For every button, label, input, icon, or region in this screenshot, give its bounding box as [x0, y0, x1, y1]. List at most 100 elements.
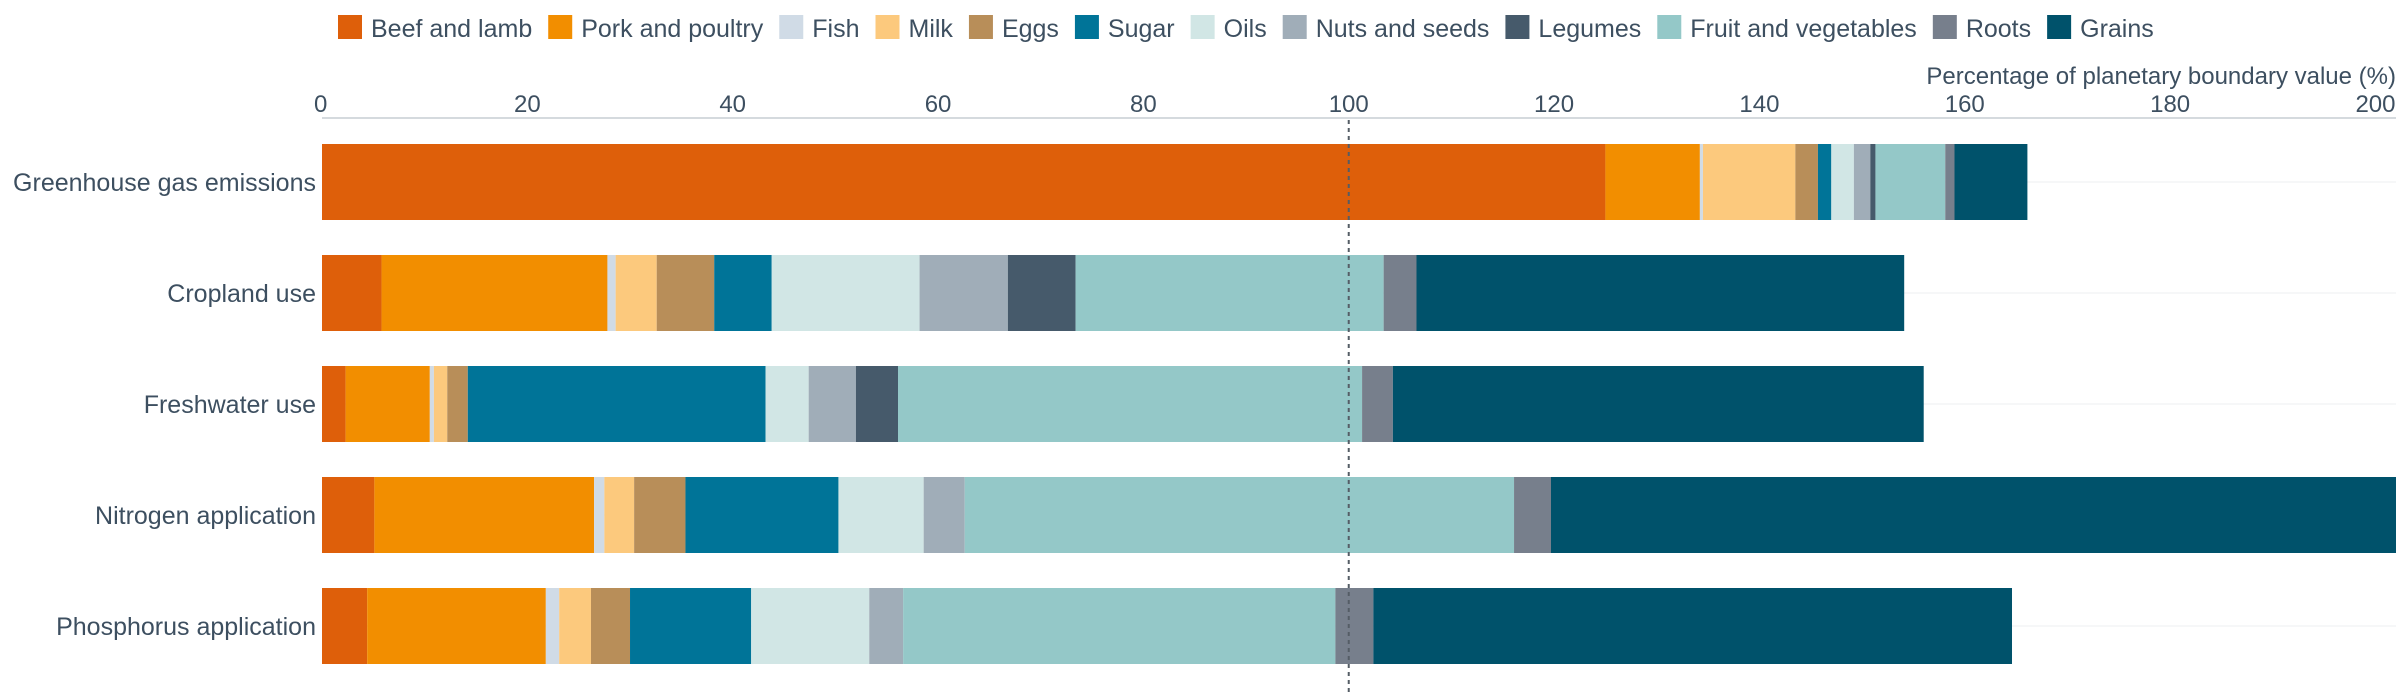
legend: Beef and lamb Pork and poultry Fish Milk Egg…: [338, 15, 2154, 43]
legend-swatch-oils: [1190, 15, 1215, 39]
legend-label: Beef and lamb: [371, 15, 532, 43]
bar-segment-eggs: [656, 255, 715, 331]
bar-segment-fruit-and-vegetables: [1875, 144, 1946, 220]
x-tick-label: 200: [2355, 91, 2395, 118]
legend-item-sugar: Sugar: [1074, 15, 1175, 43]
legend-swatch-fish: [779, 15, 804, 39]
category-label: Nitrogen application: [95, 502, 316, 530]
bar-segment-fruit-and-vegetables: [903, 588, 1336, 664]
bar-segment-oils: [838, 477, 924, 553]
x-tick-label: 0: [314, 91, 327, 118]
bar-segment-oils: [765, 366, 809, 442]
bar-segment-pork-and-poultry: [381, 255, 608, 331]
bar-segment-nuts-and-seeds: [869, 588, 904, 664]
bar-segment-oils: [1831, 144, 1854, 220]
bar-segment-pork-and-poultry: [345, 366, 430, 442]
x-tick-label: 60: [925, 91, 952, 118]
legend-label: Legumes: [1538, 15, 1641, 43]
bar-segment-grains: [1954, 144, 2028, 220]
bar-segment-eggs: [447, 366, 468, 442]
bar-segment-roots: [1945, 144, 1955, 220]
bar-segment-milk: [604, 477, 635, 553]
bar-segment-fruit-and-vegetables: [897, 366, 1363, 442]
legend-label: Grains: [2080, 15, 2154, 43]
legend-label: Sugar: [1108, 15, 1175, 43]
legend-item-fish: Fish: [779, 15, 860, 43]
x-tick-label: 100: [1329, 91, 1369, 118]
bars: [322, 144, 2396, 664]
legend-item-milk: Milk: [875, 15, 954, 43]
legend-swatch-pork-and-poultry: [548, 15, 573, 39]
legend-swatch-nuts-and-seeds: [1282, 15, 1307, 39]
bar-segment-beef-and-lamb: [322, 255, 382, 331]
bar-segment-grains: [1373, 588, 2013, 664]
category-label: Freshwater use: [144, 391, 316, 419]
bar-segment-beef-and-lamb: [322, 144, 1606, 220]
legend-swatch-eggs: [968, 15, 993, 39]
bar-segment-milk: [615, 255, 657, 331]
legend-item-nuts-and-seeds: Nuts and seeds: [1282, 15, 1490, 43]
x-tick-label: 160: [1945, 91, 1985, 118]
x-tick-label: 40: [719, 91, 746, 118]
bar-row-phosphorus-application: [322, 588, 2013, 664]
category-label: Phosphorus application: [56, 613, 316, 641]
legend-label: Fish: [812, 15, 859, 43]
bar-segment-nuts-and-seeds: [1853, 144, 1871, 220]
bar-row-freshwater-use: [322, 366, 1924, 442]
x-axis-ticks: 0 20 40 60 80 100 120 140 160 180 200: [314, 91, 2395, 118]
legend-item-grains: Grains: [2047, 15, 2154, 43]
bar-segment-nuts-and-seeds: [923, 477, 965, 553]
bar-segment-roots: [1362, 366, 1393, 442]
bar-segment-pork-and-poultry: [367, 588, 546, 664]
bar-row-greenhouse-gas-emissions: [322, 144, 2028, 220]
bar-segment-sugar: [714, 255, 772, 331]
bar-segment-nuts-and-seeds: [808, 366, 856, 442]
bar-segment-grains: [1550, 477, 2396, 553]
bar-segment-fish: [429, 366, 434, 442]
x-tick-label: 180: [2150, 91, 2190, 118]
x-tick-label: 80: [1130, 91, 1157, 118]
legend-item-beef-and-lamb: Beef and lamb: [338, 15, 532, 43]
legend-swatch-beef-and-lamb: [338, 15, 362, 39]
legend-item-fruit-and-vegetables: Fruit and vegetables: [1657, 15, 1917, 43]
x-tick-label: 20: [514, 91, 541, 118]
bar-segment-sugar: [467, 366, 766, 442]
legend-item-oils: Oils: [1190, 15, 1267, 43]
bar-segment-beef-and-lamb: [322, 477, 375, 553]
category-label: Greenhouse gas emissions: [13, 169, 316, 197]
bar-segment-milk: [1702, 144, 1796, 220]
bar-segment-sugar: [630, 588, 752, 664]
legend-label: Fruit and vegetables: [1690, 15, 1917, 43]
bar-segment-legumes: [1870, 144, 1876, 220]
bar-segment-roots: [1514, 477, 1551, 553]
legend-swatch-roots: [1932, 15, 1957, 39]
bar-segment-sugar: [685, 477, 839, 553]
bar-segment-legumes: [855, 366, 898, 442]
legend-item-legumes: Legumes: [1505, 15, 1641, 43]
bar-segment-grains: [1392, 366, 1924, 442]
bar-segment-eggs: [591, 588, 631, 664]
bar-segment-milk: [559, 588, 592, 664]
x-axis-title: Percentage of planetary boundary value (…: [1926, 63, 2396, 90]
legend-label: Nuts and seeds: [1316, 15, 1490, 43]
bar-segment-fish: [1699, 144, 1703, 220]
bar-segment-beef-and-lamb: [322, 588, 368, 664]
legend-item-pork-and-poultry: Pork and poultry: [548, 15, 764, 43]
bar-segment-beef-and-lamb: [322, 366, 346, 442]
bar-segment-milk: [433, 366, 448, 442]
legend-swatch-fruit-and-vegetables: [1657, 15, 1682, 39]
bar-segment-oils: [751, 588, 870, 664]
category-label: Cropland use: [167, 280, 316, 308]
legend-label: Milk: [909, 15, 954, 43]
bar-segment-grains: [1416, 255, 1905, 331]
bar-segment-pork-and-poultry: [1605, 144, 1700, 220]
legend-item-eggs: Eggs: [968, 15, 1059, 43]
bar-segment-eggs: [1795, 144, 1818, 220]
legend-label: Pork and poultry: [581, 15, 764, 43]
legend-swatch-sugar: [1074, 15, 1099, 39]
x-tick-label: 120: [1534, 91, 1574, 118]
bar-segment-eggs: [634, 477, 686, 553]
legend-label: Oils: [1224, 15, 1267, 43]
bar-segment-nuts-and-seeds: [919, 255, 1008, 331]
